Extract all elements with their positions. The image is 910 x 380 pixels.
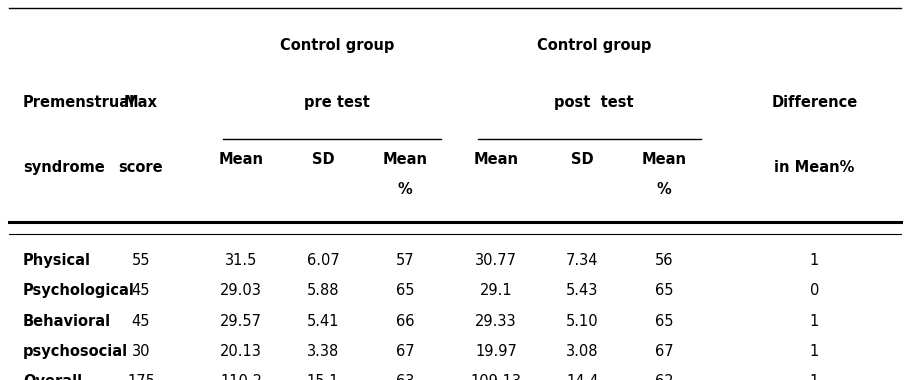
- Text: 30.77: 30.77: [475, 253, 517, 268]
- Text: 63: 63: [396, 374, 414, 380]
- Text: Difference: Difference: [772, 95, 857, 110]
- Text: Physical: Physical: [23, 253, 91, 268]
- Text: 6.07: 6.07: [307, 253, 339, 268]
- Text: 14.4: 14.4: [566, 374, 599, 380]
- Text: 3.08: 3.08: [566, 344, 599, 359]
- Text: Max: Max: [124, 95, 158, 110]
- Text: pre test: pre test: [304, 95, 369, 110]
- Text: 175: 175: [127, 374, 155, 380]
- Text: Mean: Mean: [382, 152, 428, 167]
- Text: Control group: Control group: [537, 38, 651, 53]
- Text: 29.33: 29.33: [475, 314, 517, 329]
- Text: 29.57: 29.57: [220, 314, 262, 329]
- Text: SD: SD: [312, 152, 334, 167]
- Text: %: %: [657, 182, 672, 198]
- Text: 45: 45: [132, 283, 150, 298]
- Text: Mean: Mean: [218, 152, 264, 167]
- Text: 62: 62: [655, 374, 673, 380]
- Text: 19.97: 19.97: [475, 344, 517, 359]
- Text: 67: 67: [655, 344, 673, 359]
- Text: 1: 1: [810, 344, 819, 359]
- Text: 5.43: 5.43: [566, 283, 599, 298]
- Text: Overall: Overall: [23, 374, 82, 380]
- Text: Control group: Control group: [279, 38, 394, 53]
- Text: 7.34: 7.34: [566, 253, 599, 268]
- Text: 57: 57: [396, 253, 414, 268]
- Text: 109.13: 109.13: [470, 374, 521, 380]
- Text: Psychological: Psychological: [23, 283, 135, 298]
- Text: 1: 1: [810, 253, 819, 268]
- Text: 65: 65: [655, 283, 673, 298]
- Text: 31.5: 31.5: [225, 253, 258, 268]
- Text: in Mean%: in Mean%: [774, 160, 854, 175]
- Text: 65: 65: [396, 283, 414, 298]
- Text: 55: 55: [132, 253, 150, 268]
- Text: 5.88: 5.88: [307, 283, 339, 298]
- Text: 5.41: 5.41: [307, 314, 339, 329]
- Text: 15.1: 15.1: [307, 374, 339, 380]
- Text: post  test: post test: [554, 95, 633, 110]
- Text: 20.13: 20.13: [220, 344, 262, 359]
- Text: Premenstrual: Premenstrual: [23, 95, 135, 110]
- Text: syndrome: syndrome: [23, 160, 105, 175]
- Text: 1: 1: [810, 374, 819, 380]
- Text: Behavioral: Behavioral: [23, 314, 111, 329]
- Text: 30: 30: [132, 344, 150, 359]
- Text: 110.2: 110.2: [220, 374, 262, 380]
- Text: 65: 65: [655, 314, 673, 329]
- Text: 56: 56: [655, 253, 673, 268]
- Text: 45: 45: [132, 314, 150, 329]
- Text: 3.38: 3.38: [307, 344, 339, 359]
- Text: 0: 0: [810, 283, 819, 298]
- Text: SD: SD: [571, 152, 593, 167]
- Text: 67: 67: [396, 344, 414, 359]
- Text: 1: 1: [810, 314, 819, 329]
- Text: 5.10: 5.10: [566, 314, 599, 329]
- Text: psychosocial: psychosocial: [23, 344, 128, 359]
- Text: %: %: [398, 182, 412, 198]
- Text: score: score: [118, 160, 164, 175]
- Text: 29.1: 29.1: [480, 283, 512, 298]
- Text: Mean: Mean: [473, 152, 519, 167]
- Text: Mean: Mean: [642, 152, 687, 167]
- Text: 66: 66: [396, 314, 414, 329]
- Text: 29.03: 29.03: [220, 283, 262, 298]
